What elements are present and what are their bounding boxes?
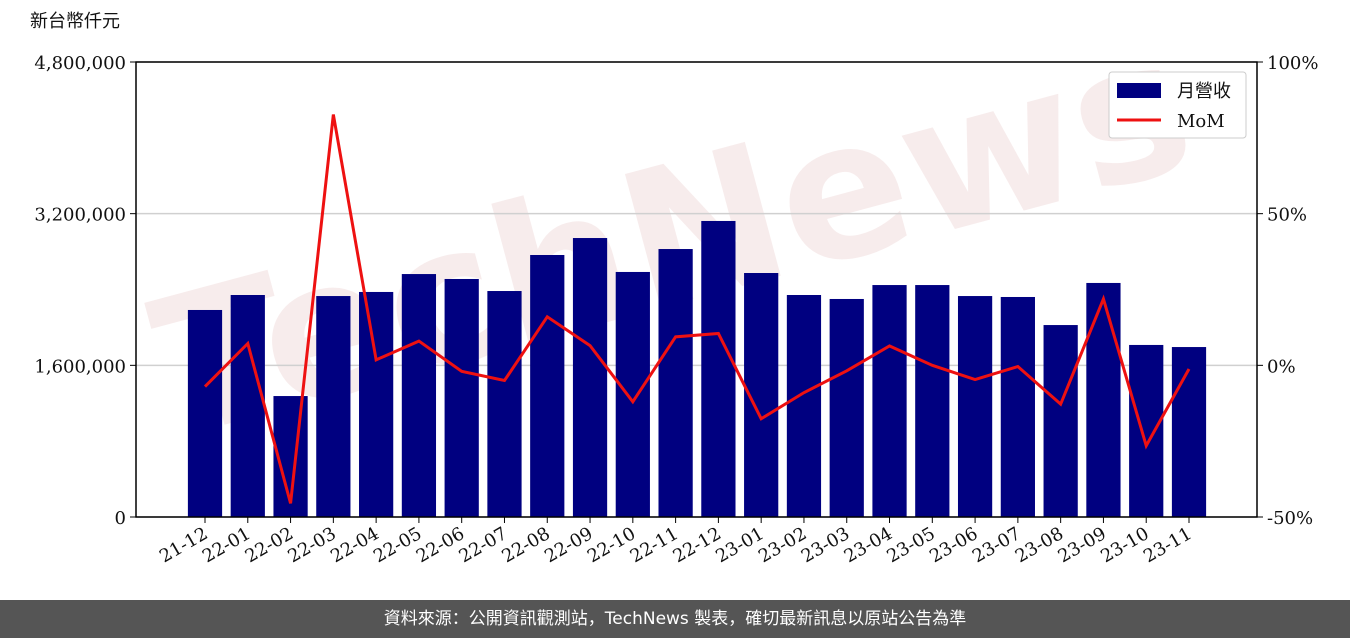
x-tick-label: 23-09 (1054, 523, 1109, 567)
x-tick-label: 23-10 (1097, 523, 1152, 567)
bar (829, 298, 864, 517)
bar (1129, 344, 1164, 517)
y2-tick-label: -50% (1267, 508, 1313, 529)
bar (1171, 347, 1207, 517)
x-tick-label: 22-08 (498, 523, 553, 567)
y2-tick-label: 50% (1267, 205, 1307, 226)
bar (401, 274, 437, 517)
chart: 新台幣仟元 TechNews01,600,0003,200,0004,800,0… (30, 0, 1318, 567)
bar (230, 294, 265, 517)
y-tick-label: 1,600,000 (34, 356, 126, 377)
x-tick-label: 22-07 (456, 523, 511, 567)
x-tick-label: 21-12 (156, 523, 211, 567)
x-tick-label: 23-11 (1140, 523, 1195, 567)
x-tick-label: 22-09 (541, 523, 596, 567)
bar (1086, 282, 1121, 517)
x-tick-label: 22-02 (242, 523, 297, 567)
x-tick-label: 23-05 (883, 523, 938, 567)
line (203, 114, 1191, 504)
bar (359, 291, 394, 517)
x-tick-label: 23-08 (1012, 523, 1067, 567)
bar (957, 296, 993, 517)
x-tick-label: 23-02 (755, 523, 810, 567)
x-tick-label: 23-04 (841, 523, 896, 567)
y2-tick-label: 100% (1267, 53, 1318, 74)
y-tick-label: 3,200,000 (34, 205, 126, 226)
x-tick-label: 22-10 (584, 523, 639, 567)
y-tick-label: 0 (115, 508, 126, 529)
x-tick-label: 22-11 (627, 523, 682, 567)
bar (701, 220, 736, 517)
legend-label: 月營收 (1177, 81, 1231, 102)
x-tick-label: 22-06 (413, 523, 468, 567)
bar (1043, 325, 1078, 517)
bar (615, 271, 650, 517)
bar (572, 238, 608, 517)
x-tick-label: 22-01 (199, 523, 254, 567)
x-tick-label: 23-03 (798, 523, 853, 567)
bar (786, 294, 822, 517)
source-footer: 資料來源：公開資訊觀測站，TechNews 製表，確切最新訊息以原站公告為準 (0, 600, 1350, 638)
x-tick-label: 22-03 (284, 523, 339, 567)
x-tick-label: 23-06 (926, 523, 981, 567)
x-tick-label: 23-01 (712, 523, 767, 567)
x-tick-label: 22-05 (370, 523, 425, 567)
bar (444, 278, 479, 517)
y-axis-unit: 新台幣仟元 (30, 11, 120, 32)
bar (915, 285, 950, 517)
bar (187, 309, 223, 517)
plot-frame (135, 61, 1258, 518)
bar (1000, 296, 1035, 517)
legend-swatch (1117, 83, 1161, 98)
y2-tick-label: 0% (1267, 356, 1296, 377)
legend-label: MoM (1177, 111, 1225, 132)
bar (530, 254, 565, 517)
bar (658, 249, 693, 517)
x-tick-label: 23-07 (969, 523, 1024, 567)
x-tick-label: 22-12 (669, 523, 724, 567)
bar (872, 285, 907, 517)
x-tick-label: 22-04 (327, 523, 382, 567)
bar (487, 291, 522, 517)
y-tick-label: 4,800,000 (34, 53, 126, 74)
bar (316, 296, 351, 517)
